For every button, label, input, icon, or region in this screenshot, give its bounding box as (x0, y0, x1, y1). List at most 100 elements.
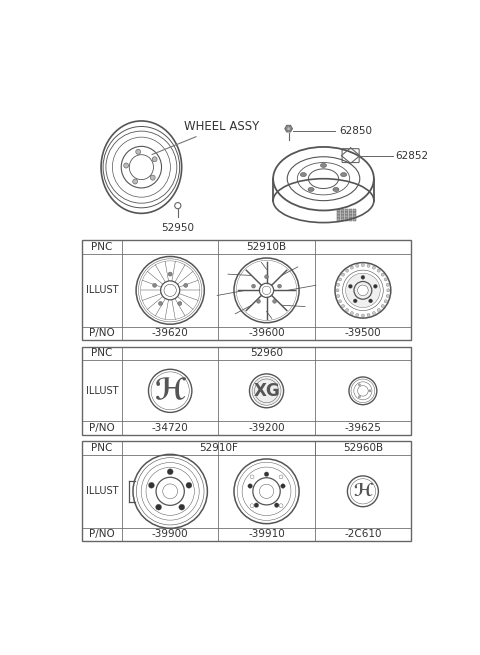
Ellipse shape (186, 482, 192, 488)
Bar (341, 212, 344, 215)
Bar (337, 215, 340, 217)
Ellipse shape (168, 272, 172, 276)
Ellipse shape (289, 126, 290, 128)
Ellipse shape (348, 284, 352, 288)
Ellipse shape (341, 172, 347, 177)
Bar (345, 218, 348, 221)
Ellipse shape (136, 149, 141, 155)
Bar (353, 218, 356, 221)
Ellipse shape (333, 187, 339, 191)
Ellipse shape (153, 284, 156, 288)
Text: 52960: 52960 (250, 348, 283, 358)
Text: 52910B: 52910B (246, 242, 287, 252)
Bar (341, 218, 344, 221)
Bar (341, 215, 344, 217)
Text: -39625: -39625 (345, 423, 381, 433)
Ellipse shape (346, 273, 380, 308)
Bar (348, 209, 352, 212)
Ellipse shape (336, 283, 340, 286)
Bar (82, 346, 411, 435)
Text: ILLUST: ILLUST (85, 386, 118, 396)
Text: P/NO: P/NO (89, 328, 115, 339)
Ellipse shape (264, 472, 269, 476)
Text: -39900: -39900 (152, 529, 189, 540)
Ellipse shape (353, 299, 357, 303)
Text: -34720: -34720 (152, 423, 189, 433)
Bar (348, 215, 352, 217)
Ellipse shape (252, 284, 255, 288)
Ellipse shape (384, 278, 387, 281)
Ellipse shape (179, 504, 185, 510)
Ellipse shape (377, 269, 380, 272)
Ellipse shape (254, 503, 259, 508)
Text: -39600: -39600 (248, 328, 285, 339)
Ellipse shape (356, 314, 359, 316)
Text: ILLUST: ILLUST (85, 286, 118, 295)
Ellipse shape (273, 299, 276, 303)
Ellipse shape (346, 269, 348, 272)
Bar (337, 212, 340, 215)
Ellipse shape (256, 299, 261, 303)
Ellipse shape (290, 128, 292, 130)
Ellipse shape (133, 179, 138, 184)
Ellipse shape (156, 504, 162, 510)
Ellipse shape (275, 503, 279, 508)
Text: PNC: PNC (91, 348, 112, 358)
Ellipse shape (163, 484, 178, 498)
Text: 62852: 62852 (396, 151, 429, 160)
Ellipse shape (367, 314, 370, 316)
Ellipse shape (152, 157, 157, 162)
Text: 62850: 62850 (339, 126, 372, 136)
Ellipse shape (300, 172, 306, 177)
Text: -39620: -39620 (152, 328, 189, 339)
Bar (345, 209, 348, 212)
Bar (348, 218, 352, 221)
Ellipse shape (178, 301, 182, 305)
Ellipse shape (358, 384, 360, 386)
Text: ℋ: ℋ (353, 482, 372, 500)
Ellipse shape (386, 295, 389, 297)
Ellipse shape (346, 309, 348, 312)
Ellipse shape (336, 289, 339, 292)
Ellipse shape (277, 284, 281, 288)
Bar (353, 212, 356, 215)
Ellipse shape (373, 284, 377, 288)
Text: -39500: -39500 (345, 328, 381, 339)
Ellipse shape (361, 263, 364, 267)
Bar (82, 240, 411, 341)
Text: P/NO: P/NO (89, 423, 115, 433)
Text: -2C610: -2C610 (344, 529, 382, 540)
Ellipse shape (250, 504, 254, 508)
Ellipse shape (369, 299, 372, 303)
Text: 52910F: 52910F (199, 443, 238, 453)
Text: 52960B: 52960B (343, 443, 383, 453)
Text: XG: XG (253, 382, 280, 400)
Text: -39910: -39910 (248, 529, 285, 540)
Ellipse shape (338, 300, 342, 303)
Ellipse shape (281, 484, 285, 488)
Ellipse shape (287, 126, 288, 128)
Text: ILLUST: ILLUST (85, 486, 118, 496)
Ellipse shape (158, 301, 163, 305)
Ellipse shape (279, 504, 283, 508)
Text: PNC: PNC (91, 443, 112, 453)
Bar (345, 215, 348, 217)
Bar (348, 212, 352, 215)
Ellipse shape (350, 312, 353, 314)
Ellipse shape (124, 163, 129, 168)
Text: WHEEL ASSY: WHEEL ASSY (152, 120, 259, 155)
Ellipse shape (358, 285, 368, 295)
Ellipse shape (287, 130, 288, 132)
Bar (337, 218, 340, 221)
Bar (337, 209, 340, 212)
Text: ℋ: ℋ (155, 377, 186, 405)
Ellipse shape (341, 305, 345, 308)
Ellipse shape (289, 130, 290, 132)
Ellipse shape (148, 482, 155, 488)
Text: 52950: 52950 (161, 223, 194, 233)
Ellipse shape (259, 484, 274, 498)
Ellipse shape (377, 309, 380, 312)
Text: -39200: -39200 (248, 423, 285, 433)
Ellipse shape (184, 284, 188, 288)
Ellipse shape (356, 264, 359, 267)
